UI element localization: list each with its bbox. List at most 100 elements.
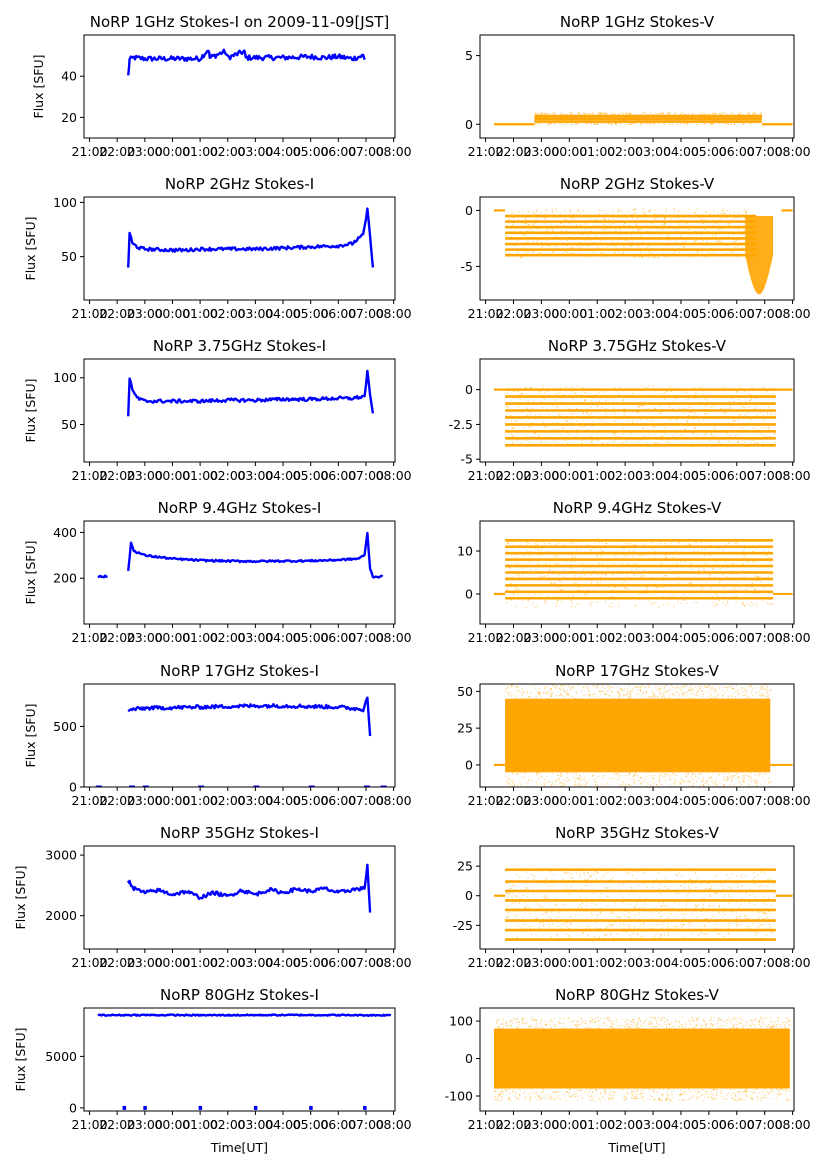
y-tick-label: 0 xyxy=(69,1100,77,1115)
panel-title: NoRP 1GHz Stokes-V xyxy=(560,13,715,31)
data-point xyxy=(253,785,260,787)
x-tick-label: 00:00 xyxy=(551,306,587,321)
x-tick-label: 21:00 xyxy=(72,144,108,159)
x-tick-label: 21:00 xyxy=(468,306,504,321)
x-tick-label: 22:00 xyxy=(495,468,531,483)
x-tick-label: 07:00 xyxy=(348,955,384,970)
panel-title: NoRP 17GHz Stokes-I xyxy=(160,662,319,680)
y-tick-label: -5 xyxy=(461,452,473,467)
x-tick-label: 04:00 xyxy=(265,468,301,483)
y-tick-label: 10 xyxy=(457,544,473,559)
y-tick-label: 500 xyxy=(53,719,77,734)
x-tick-label: 03:00 xyxy=(237,793,273,808)
x-tick-label: 03:00 xyxy=(237,955,273,970)
x-tick-label: 01:00 xyxy=(182,306,218,321)
x-tick-label: 01:00 xyxy=(182,630,218,645)
x-tick-label: 22:00 xyxy=(99,306,135,321)
y-tick-label: 50 xyxy=(61,417,77,432)
x-tick-label: 23:00 xyxy=(523,1117,559,1132)
x-tick-label: 05:00 xyxy=(293,306,329,321)
x-tick-label: 05:00 xyxy=(293,1117,329,1132)
x-tick-label: 06:00 xyxy=(719,955,755,970)
y-tick-label: 5 xyxy=(465,48,473,63)
x-tick-label: 08:00 xyxy=(775,793,811,808)
x-tick-label: 07:00 xyxy=(747,955,783,970)
x-tick-label: 21:00 xyxy=(468,630,504,645)
x-tick-label: 21:00 xyxy=(468,144,504,159)
y-tick-label: 0 xyxy=(465,757,473,772)
data-point xyxy=(363,1105,367,1110)
panel-r3-v: 21:0022:0023:0000:0001:0002:0003:0004:00… xyxy=(457,499,811,645)
x-tick-label: 23:00 xyxy=(127,793,163,808)
axes-frame xyxy=(479,196,795,301)
x-tick-label: 03:00 xyxy=(635,630,671,645)
x-tick-label: 03:00 xyxy=(237,1117,273,1132)
axes-frame xyxy=(479,683,795,788)
panel-title: NoRP 35GHz Stokes-I xyxy=(160,824,319,842)
x-tick-label: 07:00 xyxy=(348,793,384,808)
x-tick-label: 22:00 xyxy=(99,468,135,483)
x-tick-label: 00:00 xyxy=(551,955,587,970)
data-layer xyxy=(493,1016,791,1102)
x-tick-label: 01:00 xyxy=(579,630,615,645)
data-point xyxy=(143,1105,147,1110)
panel-r3-i: 21:0022:0023:0000:0001:0002:0003:0004:00… xyxy=(23,499,412,645)
data-layer xyxy=(493,538,793,608)
x-tick-label: 08:00 xyxy=(775,144,811,159)
y-axis-label: Flux [SFU] xyxy=(23,217,38,281)
x-tick-label: 23:00 xyxy=(127,468,163,483)
x-tick-label: 23:00 xyxy=(127,1117,163,1132)
data-layer xyxy=(493,385,793,447)
x-tick-label: 02:00 xyxy=(210,306,246,321)
series-line xyxy=(97,574,108,579)
x-tick-label: 04:00 xyxy=(663,468,699,483)
data-layer xyxy=(493,208,793,295)
axes-frame xyxy=(83,845,396,950)
data-layer xyxy=(97,1013,392,1110)
x-tick-label: 08:00 xyxy=(376,144,412,159)
y-tick-label: 2000 xyxy=(45,908,77,923)
data-layer xyxy=(493,684,793,787)
x-tick-label: 01:00 xyxy=(579,1117,615,1132)
x-tick-label: 02:00 xyxy=(607,1117,643,1132)
x-tick-label: 07:00 xyxy=(348,630,384,645)
x-tick-label: 21:00 xyxy=(468,1117,504,1132)
x-tick-label: 02:00 xyxy=(210,955,246,970)
x-tick-label: 06:00 xyxy=(320,955,356,970)
series-line xyxy=(127,207,375,268)
x-tick-label: 06:00 xyxy=(320,144,356,159)
x-tick-label: 00:00 xyxy=(154,793,190,808)
y-axis-label: Flux [SFU] xyxy=(31,55,46,119)
y-tick-label: 0 xyxy=(69,780,77,795)
y-axis-label: Flux [SFU] xyxy=(13,1028,28,1092)
panel-title: NoRP 3.75GHz Stokes-V xyxy=(548,337,727,355)
y-tick-label: 50 xyxy=(457,684,473,699)
x-tick-label: 01:00 xyxy=(579,144,615,159)
x-tick-label: 07:00 xyxy=(348,144,384,159)
x-tick-label: 04:00 xyxy=(663,1117,699,1132)
x-tick-label: 03:00 xyxy=(237,630,273,645)
y-tick-label: 200 xyxy=(53,571,77,586)
x-tick-label: 04:00 xyxy=(265,630,301,645)
x-tick-label: 06:00 xyxy=(719,468,755,483)
x-tick-label: 05:00 xyxy=(293,630,329,645)
x-tick-label: 00:00 xyxy=(551,468,587,483)
series-line xyxy=(127,369,375,417)
x-tick-label: 04:00 xyxy=(663,144,699,159)
y-tick-label: 0 xyxy=(465,382,473,397)
x-tick-label: 22:00 xyxy=(495,630,531,645)
x-tick-label: 06:00 xyxy=(320,630,356,645)
x-tick-label: 07:00 xyxy=(348,306,384,321)
x-tick-label: 06:00 xyxy=(719,306,755,321)
data-layer xyxy=(127,863,372,913)
x-axis-label: Time[UT] xyxy=(607,1140,665,1155)
x-tick-label: 08:00 xyxy=(376,1117,412,1132)
y-tick-label: 100 xyxy=(53,370,77,385)
panel-r4-i: 21:0022:0023:0000:0001:0002:0003:0004:00… xyxy=(23,662,412,808)
x-tick-label: 00:00 xyxy=(154,306,190,321)
x-tick-label: 22:00 xyxy=(495,955,531,970)
x-tick-label: 06:00 xyxy=(320,793,356,808)
panel-r6-i: 21:0022:0023:0000:0001:0002:0003:0004:00… xyxy=(13,986,412,1155)
x-tick-label: 00:00 xyxy=(154,468,190,483)
